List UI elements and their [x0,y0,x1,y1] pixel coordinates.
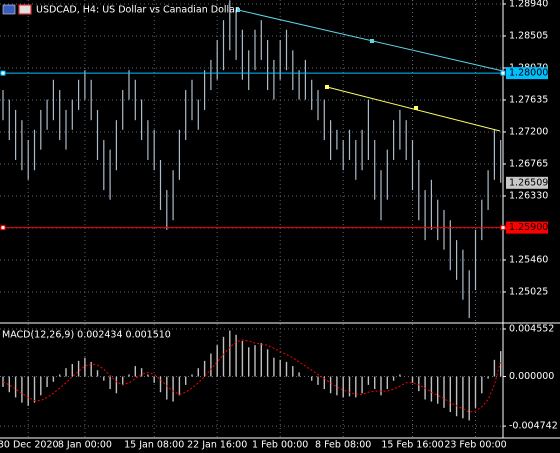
x-tick-label: 8 Jan 00:00 [58,440,112,451]
y-tick-label: 1.26330 [509,190,548,201]
y-tick-label: 1.28505 [509,30,548,41]
last-price-box [506,176,548,189]
x-tick-label: 1 Feb 00:00 [252,440,308,451]
trend-handle[interactable] [236,8,240,12]
level-handle [0,70,6,76]
y-tick-label: 1.26765 [509,158,548,169]
symbol-flag [2,4,16,15]
level-handle [500,70,506,76]
y-tick-label: 1.27635 [509,94,548,105]
y-tick-label: 1.25460 [509,254,548,265]
signal-line [2,339,502,413]
trend-handle[interactable] [414,106,418,110]
level-label-box [506,221,548,234]
level-label-box [506,67,548,80]
x-tick-label: 15 Jan 08:00 [124,440,184,451]
last-price-label: 1.26509 [509,177,548,188]
trend-handle[interactable] [370,39,374,43]
level-label: 1.28000 [509,68,548,79]
chart-title: USDCAD, H4: US Dollar vs Canadian Dollar [36,5,239,16]
y-tick-label: 0.000000 [509,371,554,382]
y-tick-label: -0.004742 [509,421,558,432]
x-tick-label: 30 Dec 2020 [0,440,59,451]
x-tick-label: 22 Jan 16:00 [187,440,247,451]
x-tick-label: 8 Feb 08:00 [315,440,371,451]
level-handle [500,225,506,231]
y-tick-label: 1.28940 [509,0,548,9]
trend-line[interactable] [326,86,501,132]
level-handle [0,225,6,231]
symbol-flag [18,4,32,15]
x-tick-label: 23 Feb 00:00 [444,440,506,451]
level-label: 1.25900 [509,222,548,233]
x-tick-label: 15 Feb 16:00 [381,440,443,451]
indicator-title: MACD(12,26,9) 0.002434 0.001510 [2,330,171,341]
y-tick-label: 1.27200 [509,126,548,137]
marks [2,0,502,421]
y-tick-label: 0.004552 [509,323,554,334]
trend-handle[interactable] [325,85,329,89]
y-tick-label: 1.25025 [509,286,548,297]
